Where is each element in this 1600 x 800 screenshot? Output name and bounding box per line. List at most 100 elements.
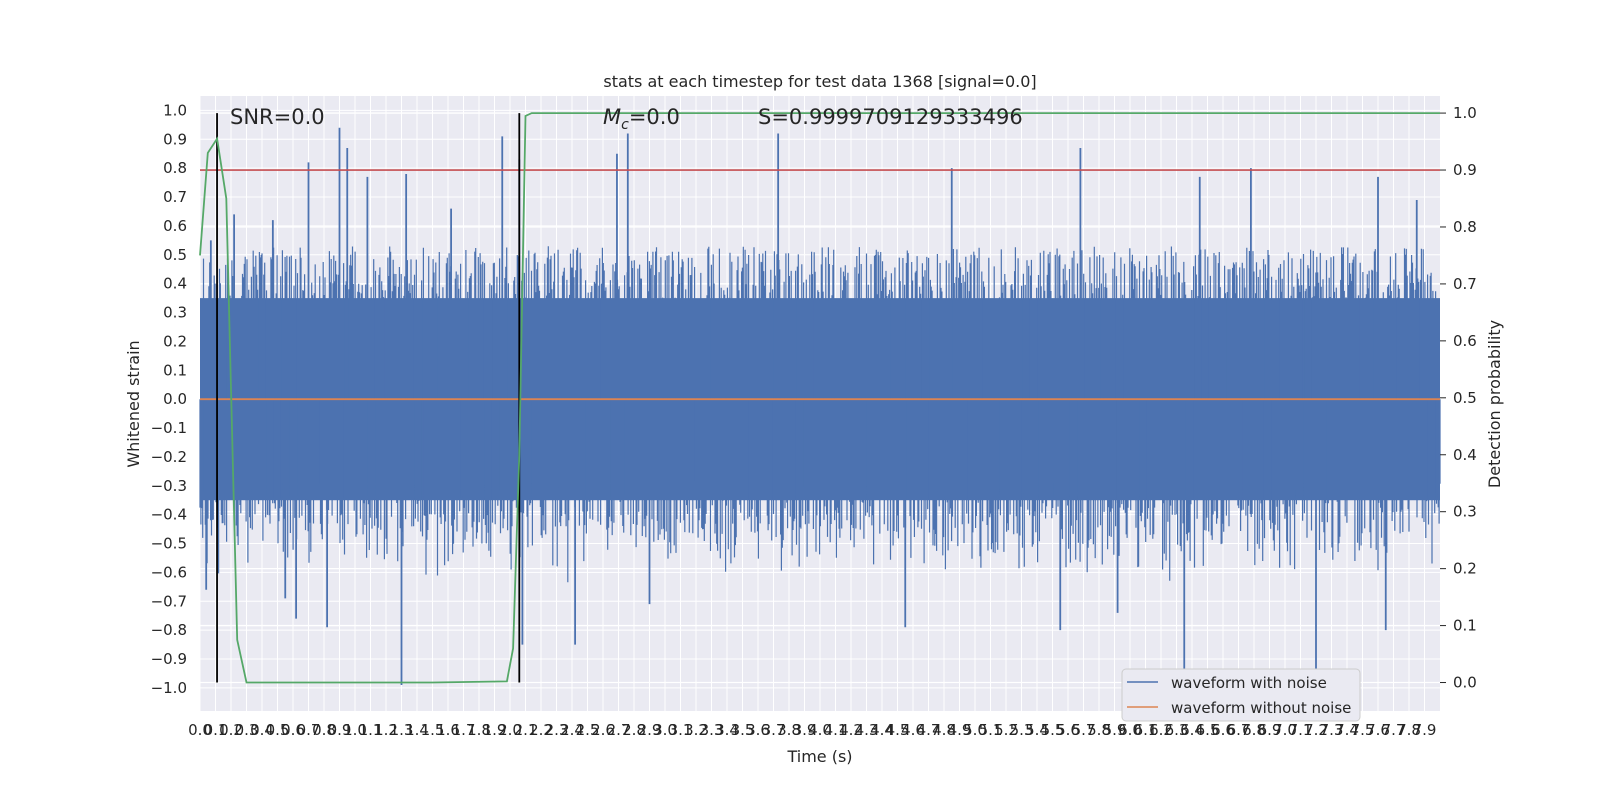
x-tick-label: 2.5 — [576, 721, 600, 739]
x-tick-label: 6.7 — [1227, 721, 1251, 739]
x-tick-label: 3.5 — [731, 721, 755, 739]
x-tick-label: 5.8 — [1087, 721, 1111, 739]
x-tick-label: 0.5 — [266, 721, 290, 739]
x-tick-label: 1.5 — [421, 721, 445, 739]
x-tick-label: 5.4 — [1025, 721, 1049, 739]
x-tick-label: 7.7 — [1382, 721, 1406, 739]
x-tick-label: 4.8 — [932, 721, 956, 739]
x-tick-label: 7.3 — [1320, 721, 1344, 739]
y-tick-label: 0.6 — [163, 217, 187, 235]
x-tick-label: 5.6 — [1056, 721, 1080, 739]
x-tick-label: 2.0 — [498, 721, 522, 739]
x-tick-label: 5.9 — [1103, 721, 1127, 739]
mc-symbol: M — [603, 105, 621, 129]
mc-value: =0.0 — [629, 105, 680, 129]
x-tick-label: 4.6 — [901, 721, 925, 739]
x-tick-label: 3.4 — [715, 721, 739, 739]
y-tick-label: −0.1 — [151, 419, 187, 437]
x-tick-label: 0.8 — [312, 721, 336, 739]
y-tick-label: −0.8 — [151, 621, 187, 639]
x-tick-label: 2.2 — [529, 721, 553, 739]
x-tick-label: 2.6 — [591, 721, 615, 739]
x-tick-label: 0.4 — [250, 721, 274, 739]
y-tick-label: −0.7 — [151, 592, 187, 610]
x-tick-label: 6.9 — [1258, 721, 1282, 739]
x-tick-label: 1.3 — [390, 721, 414, 739]
y2-tick-label: 0.6 — [1453, 332, 1477, 350]
y2-tick-label: 0.2 — [1453, 560, 1477, 578]
x-tick-label: 4.5 — [886, 721, 910, 739]
x-tick-label: 1.6 — [436, 721, 460, 739]
y-tick-label: 0.5 — [163, 246, 187, 264]
x-tick-label: 5.0 — [963, 721, 987, 739]
x-tick-label: 3.6 — [746, 721, 770, 739]
y-tick-label: 1.0 — [163, 101, 187, 119]
x-tick-label: 7.2 — [1304, 721, 1328, 739]
y2-tick-label: 0.1 — [1453, 617, 1477, 635]
snr-annotation: SNR=0.0 — [230, 105, 325, 129]
noise-trace — [199, 246, 1441, 583]
x-axis-label: Time (s) — [786, 747, 852, 766]
x-tick-label: 1.4 — [405, 721, 429, 739]
x-tick-label: 3.1 — [669, 721, 693, 739]
x-tick-label: 4.0 — [808, 721, 832, 739]
x-tick-label: 2.8 — [622, 721, 646, 739]
x-tick-label: 3.9 — [793, 721, 817, 739]
y-tick-label: −0.4 — [151, 506, 187, 524]
x-tick-label: 6.6 — [1211, 721, 1235, 739]
x-tick-label: 1.7 — [452, 721, 476, 739]
y-tick-label: 0.9 — [163, 130, 187, 148]
x-tick-label: 6.2 — [1149, 721, 1173, 739]
chart-title: stats at each timestep for test data 136… — [603, 72, 1036, 91]
x-tick-label: 1.8 — [467, 721, 491, 739]
x-tick-label: 0.7 — [297, 721, 321, 739]
y2-tick-label: 1.0 — [1453, 104, 1477, 122]
x-tick-label: 0.2 — [219, 721, 243, 739]
y2-tick-label: 0.0 — [1453, 674, 1477, 692]
x-tick-label: 7.8 — [1397, 721, 1421, 739]
x-tick-label: 0.0 — [188, 721, 212, 739]
x-tick-label: 4.3 — [855, 721, 879, 739]
legend-label-clean: waveform without noise — [1171, 699, 1351, 717]
y2-tick-label: 0.3 — [1453, 503, 1477, 521]
y2-axis-label: Detection probability — [1485, 320, 1504, 488]
x-tick-label: 1.2 — [374, 721, 398, 739]
y-tick-label: 0.0 — [163, 390, 187, 408]
y-tick-label: 0.8 — [163, 159, 187, 177]
y-tick-label: −0.6 — [151, 563, 187, 581]
y2-tick-label: 0.9 — [1453, 161, 1477, 179]
s-annotation: S=0.9999709129333496 — [758, 105, 1023, 129]
x-tick-label: 3.0 — [653, 721, 677, 739]
x-tick-label: 4.1 — [824, 721, 848, 739]
x-tick-label: 1.0 — [343, 721, 367, 739]
x-tick-label: 5.2 — [994, 721, 1018, 739]
x-tick-label: 1.9 — [483, 721, 507, 739]
legend: waveform with noise waveform without noi… — [1121, 668, 1361, 722]
line-series — [199, 112, 1440, 684]
x-tick-label: 7.5 — [1351, 721, 1375, 739]
x-tick-label: 0.3 — [235, 721, 259, 739]
x-tick-label: 4.2 — [839, 721, 863, 739]
y2-tick-label: 0.8 — [1453, 218, 1477, 236]
x-tick-label: 6.8 — [1242, 721, 1266, 739]
y-tick-label: 0.7 — [163, 188, 187, 206]
y2-tick-label: 0.7 — [1453, 275, 1477, 293]
x-tick-label: 6.0 — [1118, 721, 1142, 739]
x-tick-label: 6.1 — [1134, 721, 1158, 739]
y-tick-label: −0.3 — [151, 477, 187, 495]
x-tick-label: 4.7 — [917, 721, 941, 739]
x-tick-label: 0.1 — [204, 721, 228, 739]
x-tick-label: 2.7 — [607, 721, 631, 739]
mc-annotation: Mc=0.0 — [603, 105, 680, 133]
x-tick-label: 7.9 — [1413, 721, 1437, 739]
x-tick-label: 5.3 — [1010, 721, 1034, 739]
x-tick-label: 3.8 — [777, 721, 801, 739]
x-tick-label: 7.4 — [1335, 721, 1359, 739]
x-tick-label: 2.3 — [545, 721, 569, 739]
x-tick-label: 1.1 — [359, 721, 383, 739]
y-tick-label: −0.9 — [151, 650, 187, 668]
x-tick-label: 6.4 — [1180, 721, 1204, 739]
x-tick-label: 4.4 — [870, 721, 894, 739]
legend-box — [1121, 668, 1361, 722]
x-tick-label: 2.9 — [638, 721, 662, 739]
